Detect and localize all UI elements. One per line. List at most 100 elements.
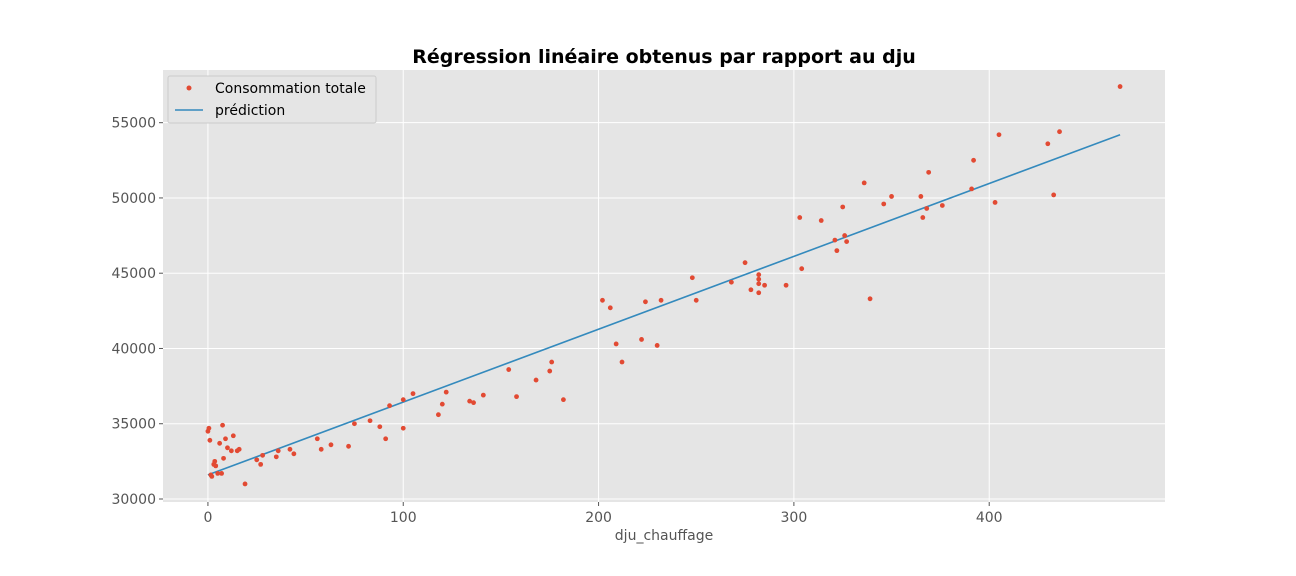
scatter-point bbox=[533, 377, 539, 383]
scatter-point bbox=[314, 436, 320, 442]
chart-title: Régression linéaire obtenus par rapport … bbox=[412, 46, 915, 68]
scatter-point bbox=[881, 201, 887, 207]
scatter-point bbox=[924, 206, 930, 211]
scatter-point bbox=[258, 461, 264, 467]
prediction-line bbox=[207, 133, 1121, 476]
scatter-point bbox=[607, 305, 613, 311]
scatter-point bbox=[215, 471, 221, 476]
scatter-point bbox=[318, 446, 324, 452]
scatter-point bbox=[383, 436, 389, 442]
scatter-point bbox=[225, 445, 230, 451]
scatter-point bbox=[689, 275, 695, 281]
scatter-point bbox=[842, 233, 848, 238]
scatter-point bbox=[762, 282, 767, 288]
scatter-point bbox=[861, 180, 867, 186]
scatter-point bbox=[549, 359, 555, 365]
y-tick-label: 35000 bbox=[111, 417, 156, 433]
scatter-point bbox=[436, 412, 441, 418]
legend: Consommation totale prédiction bbox=[167, 75, 377, 124]
scatter-point bbox=[742, 260, 748, 266]
scatter-point bbox=[920, 215, 926, 220]
scatter-point bbox=[260, 452, 266, 458]
scatter-point bbox=[480, 392, 486, 398]
scatter-point bbox=[352, 421, 357, 427]
scatter-point bbox=[1051, 192, 1057, 198]
scatter-point bbox=[410, 391, 416, 397]
scatter-point bbox=[658, 297, 664, 303]
x-tick-label: 0 bbox=[203, 510, 212, 526]
scatter-point bbox=[400, 425, 406, 431]
scatter-point bbox=[643, 299, 648, 305]
legend-label-consommation: Consommation totale bbox=[215, 81, 366, 97]
scatter-point bbox=[230, 433, 236, 439]
legend-box bbox=[167, 75, 377, 124]
scatter-point bbox=[654, 343, 660, 348]
scatter-point bbox=[212, 458, 218, 464]
x-tick-label: 300 bbox=[781, 510, 808, 526]
scatter-point bbox=[971, 157, 976, 163]
scatter-point bbox=[756, 290, 762, 296]
scatter-point bbox=[242, 481, 248, 487]
scatter-point bbox=[213, 463, 219, 469]
scatter-point bbox=[834, 248, 840, 254]
scatter-point bbox=[783, 282, 789, 288]
scatter-point bbox=[273, 454, 279, 460]
scatter-point bbox=[939, 203, 945, 208]
scatter-point bbox=[443, 389, 449, 395]
scatter-point bbox=[619, 359, 625, 365]
scatter-point bbox=[439, 401, 445, 407]
y-tick-label: 40000 bbox=[111, 341, 156, 357]
scatter-point bbox=[840, 204, 846, 210]
scatter-point bbox=[346, 443, 351, 449]
scatter-point bbox=[996, 132, 1002, 138]
scatter-point bbox=[926, 169, 932, 175]
scatter-point bbox=[756, 276, 762, 282]
y-tick-label: 55000 bbox=[111, 116, 156, 132]
scatter-point bbox=[228, 448, 234, 454]
scatter-point bbox=[514, 394, 519, 400]
scatter-point bbox=[756, 281, 762, 287]
scatter-point bbox=[693, 297, 699, 303]
plot-area bbox=[163, 70, 1165, 502]
scatter-point bbox=[889, 194, 894, 199]
scatter-point bbox=[221, 455, 226, 461]
x-tick-label: 400 bbox=[976, 510, 1003, 526]
scatter-point bbox=[254, 457, 260, 463]
scatter-point bbox=[600, 297, 605, 303]
scatter-point bbox=[748, 287, 754, 293]
x-tick-label: 200 bbox=[585, 510, 612, 526]
scatter-point bbox=[867, 296, 873, 302]
scatter-point bbox=[377, 424, 383, 430]
scatter-point bbox=[1057, 129, 1062, 135]
scatter-point bbox=[207, 437, 213, 443]
scatter-point bbox=[728, 279, 734, 285]
scatter-point bbox=[832, 237, 838, 243]
legend-marker-scatter bbox=[186, 85, 192, 91]
scatter-point bbox=[1045, 141, 1051, 147]
scatter-point bbox=[969, 186, 975, 192]
scatter-point bbox=[223, 436, 228, 442]
scatter-point bbox=[206, 425, 212, 431]
scatter-point bbox=[467, 398, 473, 404]
scatter-point bbox=[275, 448, 281, 454]
scatter-point bbox=[818, 218, 824, 223]
scatter-point bbox=[400, 397, 406, 403]
scatter-point bbox=[799, 266, 805, 272]
scatter-point bbox=[287, 446, 293, 452]
scatter-point bbox=[220, 422, 225, 428]
y-tick-label: 30000 bbox=[111, 492, 156, 508]
scatter-point bbox=[219, 471, 225, 476]
scatter-point bbox=[561, 397, 566, 403]
scatter-point bbox=[236, 446, 242, 452]
y-tick-label: 45000 bbox=[111, 266, 156, 282]
scatter-point bbox=[844, 239, 850, 245]
scatter-point bbox=[471, 400, 476, 406]
scatter-point bbox=[209, 474, 215, 479]
legend-label-prediction: prédiction bbox=[215, 103, 285, 119]
x-tick-label: 100 bbox=[390, 510, 417, 526]
axis-ticks: 0 100 200 300 400 30000 35000 40000 45000 50000 55… bbox=[111, 116, 1002, 526]
scatter-point bbox=[547, 368, 553, 374]
scatter-points bbox=[205, 84, 1123, 487]
scatter-point bbox=[367, 418, 373, 424]
